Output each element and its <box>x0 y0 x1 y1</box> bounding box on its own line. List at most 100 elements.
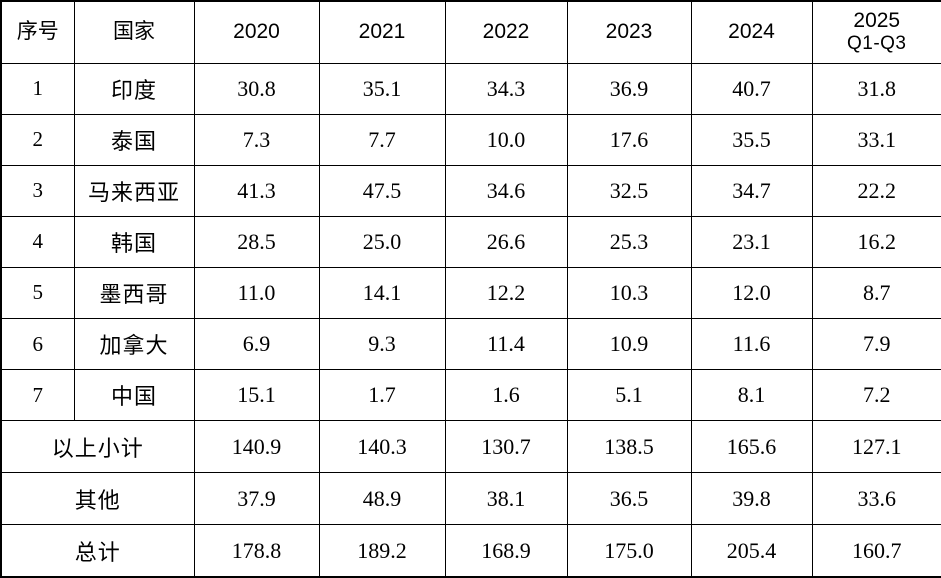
summary-value-cell: 37.9 <box>193 472 320 526</box>
value-cell: 1.6 <box>444 369 568 422</box>
row-index: 3 <box>0 164 75 217</box>
summary-row: 其他 37.9 48.9 38.1 36.5 39.8 33.6 <box>0 472 941 526</box>
column-header-y2022: 2022 <box>444 0 568 64</box>
value-cell: 32.5 <box>566 164 692 217</box>
value-cell: 11.4 <box>444 317 568 371</box>
value-cell: 16.2 <box>811 215 941 268</box>
value-cell: 26.6 <box>444 215 568 268</box>
table-row: 3 马来西亚 41.3 47.5 34.6 32.5 34.7 22.2 <box>0 164 941 217</box>
value-cell: 15.1 <box>193 369 320 422</box>
summary-value-cell: 39.8 <box>690 472 813 526</box>
column-header-country: 国家 <box>73 0 195 64</box>
table-row: 2 泰国 7.3 7.7 10.0 17.6 35.5 33.1 <box>0 113 941 166</box>
summary-label: 其他 <box>0 472 195 526</box>
value-cell: 8.1 <box>690 369 813 422</box>
value-cell: 8.7 <box>811 266 941 319</box>
column-header-y2025: 2025 Q1-Q3 <box>811 0 941 64</box>
value-cell: 40.7 <box>690 62 813 115</box>
value-cell: 10.9 <box>566 317 692 371</box>
summary-value-cell: 130.7 <box>444 420 568 474</box>
value-cell: 10.0 <box>444 113 568 166</box>
summary-value-cell: 140.3 <box>318 420 446 474</box>
summary-value-cell: 36.5 <box>566 472 692 526</box>
column-header-y2020: 2020 <box>193 0 320 64</box>
summary-value-cell: 33.6 <box>811 472 941 526</box>
table-row: 6 加拿大 6.9 9.3 11.4 10.9 11.6 7.9 <box>0 317 941 371</box>
value-cell: 31.8 <box>811 62 941 115</box>
table-row: 5 墨西哥 11.0 14.1 12.2 10.3 12.0 8.7 <box>0 266 941 319</box>
country-name: 中国 <box>73 369 195 422</box>
value-cell: 5.1 <box>566 369 692 422</box>
value-cell: 11.0 <box>193 266 320 319</box>
row-index: 1 <box>0 62 75 115</box>
row-index: 2 <box>0 113 75 166</box>
value-cell: 47.5 <box>318 164 446 217</box>
column-header-year-line: 2025 <box>853 9 901 33</box>
column-header-quarter-line: Q1-Q3 <box>846 33 907 55</box>
table-row: 1 印度 30.8 35.1 34.3 36.9 40.7 31.8 <box>0 62 941 115</box>
summary-value-cell: 175.0 <box>566 524 692 578</box>
value-cell: 23.1 <box>690 215 813 268</box>
table-row: 4 韩国 28.5 25.0 26.6 25.3 23.1 16.2 <box>0 215 941 268</box>
summary-value-cell: 168.9 <box>444 524 568 578</box>
country-name: 泰国 <box>73 113 195 166</box>
row-index: 4 <box>0 215 75 268</box>
value-cell: 12.0 <box>690 266 813 319</box>
country-name: 马来西亚 <box>73 164 195 217</box>
value-cell: 7.3 <box>193 113 320 166</box>
summary-value-cell: 160.7 <box>811 524 941 578</box>
country-name: 加拿大 <box>73 317 195 371</box>
value-cell: 14.1 <box>318 266 446 319</box>
value-cell: 34.7 <box>690 164 813 217</box>
summary-value-cell: 127.1 <box>811 420 941 474</box>
column-header-y2023: 2023 <box>566 0 692 64</box>
header-row: 序号 国家 2020 2021 2022 2023 2024 2025 Q1-Q3 <box>0 0 941 64</box>
summary-value-cell: 178.8 <box>193 524 320 578</box>
column-header-index: 序号 <box>0 0 75 64</box>
country-name: 墨西哥 <box>73 266 195 319</box>
summary-value-cell: 189.2 <box>318 524 446 578</box>
value-cell: 1.7 <box>318 369 446 422</box>
value-cell: 10.3 <box>566 266 692 319</box>
value-cell: 41.3 <box>193 164 320 217</box>
value-cell: 11.6 <box>690 317 813 371</box>
summary-value-cell: 38.1 <box>444 472 568 526</box>
row-index: 6 <box>0 317 75 371</box>
summary-row: 总计 178.8 189.2 168.9 175.0 205.4 160.7 <box>0 524 941 578</box>
summary-value-cell: 48.9 <box>318 472 446 526</box>
value-cell: 25.0 <box>318 215 446 268</box>
column-header-y2024: 2024 <box>690 0 813 64</box>
row-index: 5 <box>0 266 75 319</box>
value-cell: 22.2 <box>811 164 941 217</box>
summary-row: 以上小计 140.9 140.3 130.7 138.5 165.6 127.1 <box>0 420 941 474</box>
country-name: 韩国 <box>73 215 195 268</box>
value-cell: 34.6 <box>444 164 568 217</box>
row-index: 7 <box>0 369 75 422</box>
summary-value-cell: 140.9 <box>193 420 320 474</box>
value-cell: 34.3 <box>444 62 568 115</box>
value-cell: 9.3 <box>318 317 446 371</box>
value-cell: 35.5 <box>690 113 813 166</box>
value-cell: 6.9 <box>193 317 320 371</box>
value-cell: 7.9 <box>811 317 941 371</box>
summary-value-cell: 138.5 <box>566 420 692 474</box>
value-cell: 28.5 <box>193 215 320 268</box>
value-cell: 17.6 <box>566 113 692 166</box>
value-cell: 12.2 <box>444 266 568 319</box>
summary-value-cell: 205.4 <box>690 524 813 578</box>
table-row: 7 中国 15.1 1.7 1.6 5.1 8.1 7.2 <box>0 369 941 422</box>
summary-value-cell: 165.6 <box>690 420 813 474</box>
country-name: 印度 <box>73 62 195 115</box>
value-cell: 7.7 <box>318 113 446 166</box>
value-cell: 33.1 <box>811 113 941 166</box>
summary-label: 总计 <box>0 524 195 578</box>
column-header-y2021: 2021 <box>318 0 446 64</box>
value-cell: 30.8 <box>193 62 320 115</box>
value-cell: 35.1 <box>318 62 446 115</box>
value-cell: 36.9 <box>566 62 692 115</box>
value-cell: 7.2 <box>811 369 941 422</box>
summary-label: 以上小计 <box>0 420 195 474</box>
value-cell: 25.3 <box>566 215 692 268</box>
